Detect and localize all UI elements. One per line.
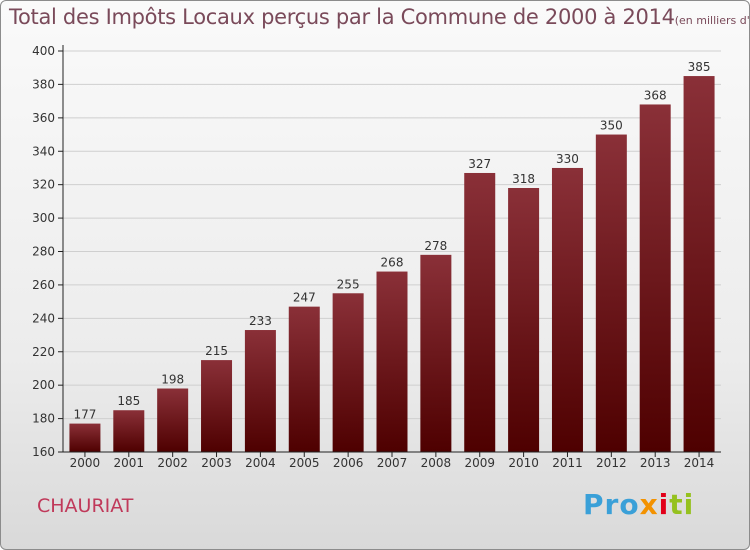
- logo-part-3: i: [658, 488, 670, 521]
- proxiti-logo[interactable]: Proxiti: [583, 488, 694, 521]
- y-tick-label: 180: [32, 412, 55, 426]
- x-tick-label-2006: 2006: [333, 456, 364, 470]
- chart-title: Total des Impôts Locaux perçus par la Co…: [9, 5, 750, 29]
- x-tick-label-2007: 2007: [377, 456, 408, 470]
- chart-unit: (en milliers d'€): [674, 14, 750, 27]
- commune-name: CHAURIAT: [37, 495, 134, 517]
- x-tick-label-2011: 2011: [552, 456, 583, 470]
- x-tick-label-2002: 2002: [157, 456, 188, 470]
- y-tick-label: 360: [32, 111, 55, 125]
- data-label-2003: 215: [205, 344, 228, 358]
- data-label-2007: 268: [381, 256, 404, 270]
- y-tick-label: 200: [32, 378, 55, 392]
- data-label-2010: 318: [512, 172, 535, 186]
- y-tick-label: 320: [32, 178, 55, 192]
- bar-2008[interactable]: [420, 254, 452, 452]
- x-tick-label-2014: 2014: [684, 456, 715, 470]
- data-label-2001: 185: [117, 394, 140, 408]
- data-label-2011: 330: [556, 152, 579, 166]
- bar-2010[interactable]: [508, 188, 540, 452]
- x-tick-label-2009: 2009: [464, 456, 495, 470]
- bar-2004[interactable]: [244, 330, 276, 452]
- logo-part-4: ti: [669, 488, 695, 521]
- bar-2011[interactable]: [551, 167, 583, 453]
- x-tick-label-2000: 2000: [70, 456, 101, 470]
- bar-2002[interactable]: [157, 388, 189, 452]
- y-tick-label: 340: [32, 144, 55, 158]
- x-tick-label-2012: 2012: [596, 456, 627, 470]
- y-tick-label: 240: [32, 311, 55, 325]
- x-tick-label-2013: 2013: [640, 456, 671, 470]
- bar-2014[interactable]: [683, 76, 715, 452]
- bar-2007[interactable]: [376, 271, 408, 452]
- data-label-2000: 177: [73, 408, 96, 422]
- x-tick-label-2005: 2005: [289, 456, 320, 470]
- bar-2001[interactable]: [113, 410, 145, 452]
- data-label-2014: 385: [688, 60, 711, 74]
- data-label-2004: 233: [249, 314, 272, 328]
- x-tick-label-2008: 2008: [421, 456, 452, 470]
- logo-part-2: x: [639, 488, 659, 521]
- x-tick-label-2010: 2010: [508, 456, 539, 470]
- axes: [58, 45, 721, 457]
- bar-2005[interactable]: [288, 306, 320, 452]
- data-label-2008: 278: [424, 239, 447, 253]
- bars: [69, 76, 715, 453]
- bar-2006[interactable]: [332, 293, 364, 452]
- chart-title-text: Total des Impôts Locaux perçus par la Co…: [9, 5, 675, 29]
- logo-part-1: Pro: [583, 488, 640, 521]
- data-label-2002: 198: [161, 373, 184, 387]
- x-tick-label-2001: 2001: [114, 456, 145, 470]
- data-label-2013: 368: [644, 88, 667, 102]
- y-tick-label: 400: [32, 44, 55, 58]
- data-label-2009: 327: [468, 157, 491, 171]
- y-tick-label: 280: [32, 245, 55, 259]
- bar-2012[interactable]: [595, 134, 627, 452]
- x-tick-label-2004: 2004: [245, 456, 276, 470]
- bar-2013[interactable]: [639, 104, 671, 452]
- y-tick-label: 260: [32, 278, 55, 292]
- bar-2000[interactable]: [69, 423, 101, 452]
- data-label-2005: 247: [293, 291, 316, 305]
- y-tick-label: 380: [32, 77, 55, 91]
- y-tick-label: 220: [32, 345, 55, 359]
- data-label-2012: 350: [600, 119, 623, 133]
- bar-2003[interactable]: [201, 360, 233, 452]
- y-tick-label: 300: [32, 211, 55, 225]
- bar-2009[interactable]: [464, 172, 496, 453]
- labels: 160 180 200 220 240 260 280 300 320 340 360 380 400 1…: [32, 44, 714, 470]
- y-tick-label: 160: [32, 445, 55, 459]
- data-label-2006: 255: [337, 277, 360, 291]
- x-tick-label-2003: 2003: [201, 456, 232, 470]
